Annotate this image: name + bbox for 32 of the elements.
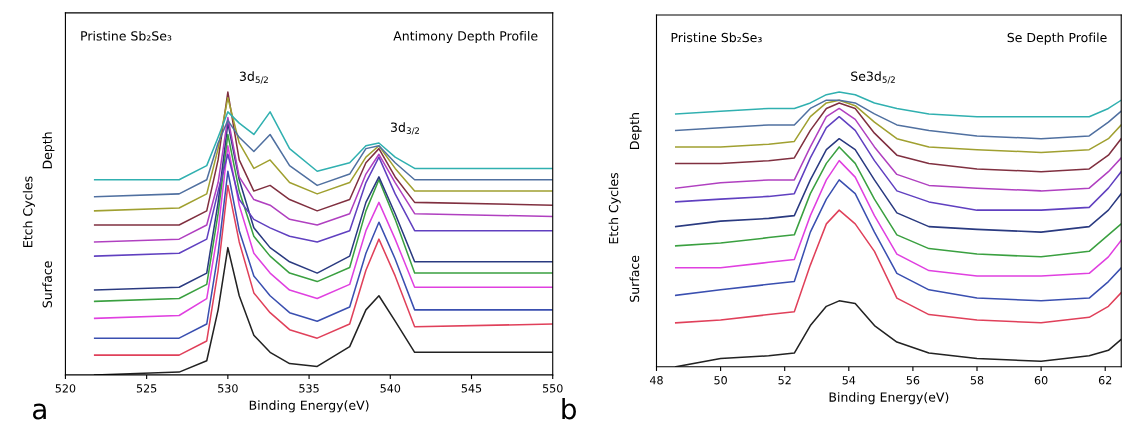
x-tick-label: 520 — [55, 384, 76, 393]
x-tick-label: 54 — [842, 376, 856, 385]
x-tick-label: 525 — [136, 384, 157, 393]
text: Antimony Depth Profile — [393, 30, 538, 44]
x-tick-label: 545 — [461, 384, 482, 393]
x-axis-title: Binding Energy(eV) — [829, 392, 949, 405]
x-tick-label: 52 — [778, 376, 791, 385]
x-tick-label: 50 — [714, 376, 727, 385]
y-axis-title: Etch Cycles — [22, 176, 35, 247]
text: Se Depth Profile — [1007, 32, 1107, 45]
text: Pristine Sb₂Se₃ — [671, 32, 762, 43]
x-tick-label: 530 — [218, 384, 238, 393]
annotation: 3d$_{5/2}$ — [239, 71, 268, 84]
x-tick-label: 56 — [906, 376, 920, 385]
x-tick-label: 58 — [970, 376, 984, 385]
text: Surface — [42, 261, 52, 308]
annotation: Se3d$_{5/2}$ — [851, 71, 895, 84]
text: Depth — [42, 132, 55, 169]
x-tick-label: 550 — [542, 384, 563, 393]
x-axis-title: Binding Energy(eV) — [249, 400, 369, 413]
y-axis-title: Etch Cycles — [608, 172, 621, 244]
text: Depth — [629, 113, 642, 149]
annotation: 3d$_{3/2}$ — [390, 122, 419, 135]
x-tick-label: 62 — [1098, 376, 1112, 385]
text: Surface — [629, 255, 640, 302]
x-tick-label: 535 — [299, 384, 319, 393]
text: Pristine Sb₂Se₃ — [81, 30, 172, 41]
x-tick-label: 48 — [649, 376, 663, 385]
x-tick-label: 60 — [1034, 376, 1048, 385]
x-tick-label: 540 — [380, 384, 401, 393]
text: a — [33, 403, 46, 420]
text: b — [562, 397, 576, 420]
